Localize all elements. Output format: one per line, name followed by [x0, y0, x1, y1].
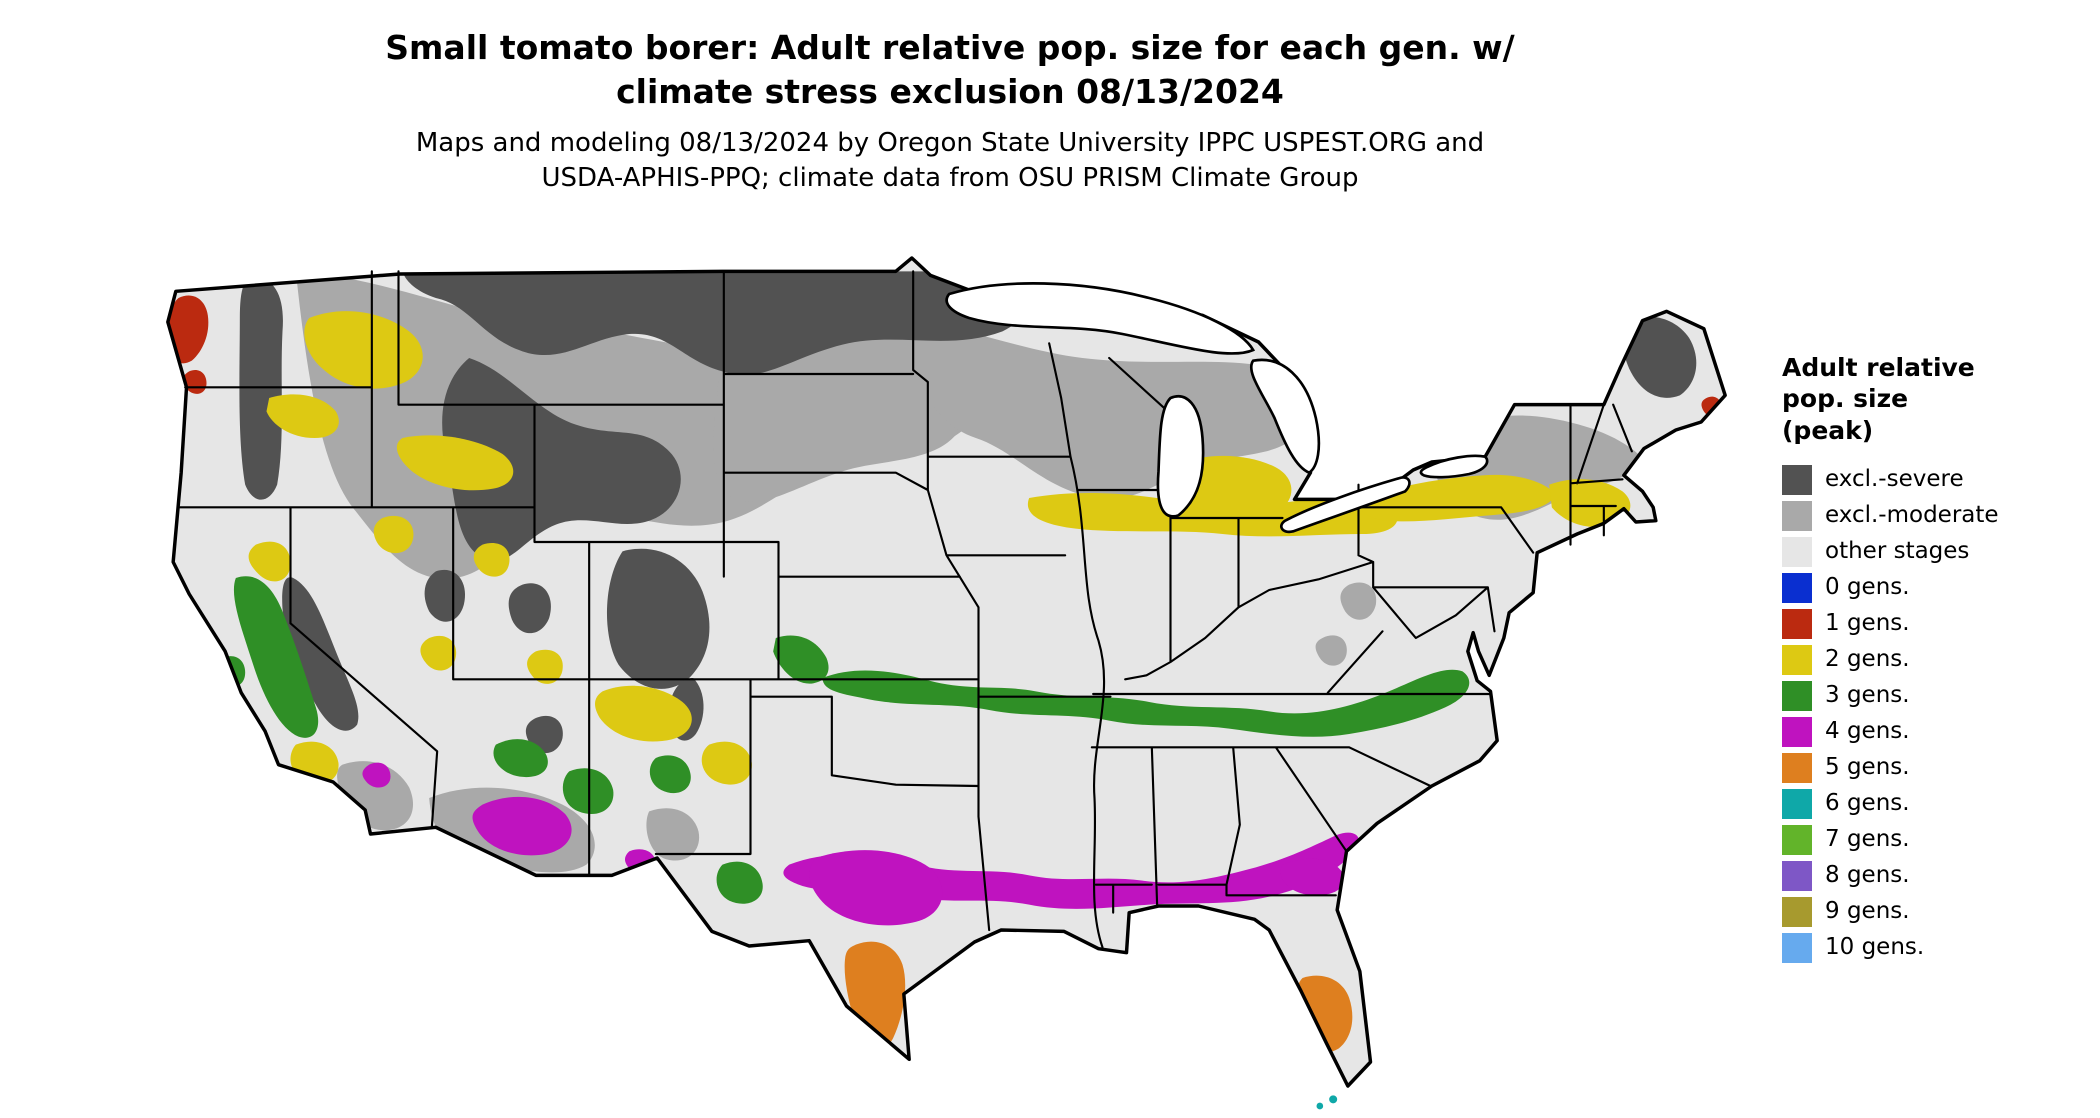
legend-item: 3 gens.: [1782, 678, 2092, 714]
legend-item-label: 10 gens.: [1825, 934, 1925, 961]
us-map: [95, 238, 1750, 1118]
legend-swatch: [1782, 644, 1812, 675]
lake-superior-shape: [945, 282, 1256, 355]
legend-swatch: [1782, 572, 1812, 603]
legend-item-label: excl.-moderate: [1825, 502, 1999, 529]
florida-keys-dots: [1316, 1095, 1338, 1110]
legend-item-label: 6 gens.: [1825, 790, 1910, 817]
legend-swatch: [1782, 788, 1812, 819]
legend-item-label: 2 gens.: [1825, 646, 1910, 673]
us-map-svg: [166, 256, 1727, 1110]
legend-item-label: 8 gens.: [1825, 862, 1910, 889]
state-borders: [178, 270, 1633, 949]
legend-item: 1 gens.: [1782, 606, 2092, 642]
legend-swatch: [1782, 896, 1812, 927]
legend-item: 8 gens.: [1782, 858, 2092, 894]
legend-item-label: 1 gens.: [1825, 610, 1910, 637]
legend-swatch: [1782, 716, 1812, 747]
legend-item: excl.-moderate: [1782, 498, 2092, 534]
legend-item-label: 3 gens.: [1825, 682, 1910, 709]
legend-swatch: [1782, 680, 1812, 711]
legend-swatch: [1782, 752, 1812, 783]
legend-item: 10 gens.: [1782, 930, 2092, 966]
legend-title: Adult relative pop. size (peak): [1782, 353, 1975, 445]
legend-swatch: [1782, 932, 1812, 963]
legend-item-label: 7 gens.: [1825, 826, 1910, 853]
legend-item: 4 gens.: [1782, 714, 2092, 750]
legend-item: 0 gens.: [1782, 570, 2092, 606]
lake-huron-shape: [1250, 358, 1321, 475]
legend-item: 2 gens.: [1782, 642, 2092, 678]
legend-item-label: other stages: [1825, 538, 1970, 565]
lake-ontario-shape: [1419, 454, 1489, 479]
legend-items: excl.-severe excl.-moderate other stages…: [1782, 462, 2092, 966]
lake-michigan-shape: [1156, 395, 1205, 518]
region-excl-severe: [239, 271, 1697, 754]
lake-erie-shape: [1280, 476, 1411, 534]
region-4-gens: [362, 762, 1359, 926]
legend-item: other stages: [1782, 534, 2092, 570]
legend: Adult relative pop. size (peak) excl.-se…: [1782, 352, 2092, 966]
legend-item-label: 5 gens.: [1825, 754, 1910, 781]
legend-item-label: 0 gens.: [1825, 574, 1910, 601]
legend-item-label: 9 gens.: [1825, 898, 1910, 925]
legend-swatch: [1782, 536, 1812, 567]
legend-swatch: [1782, 824, 1812, 855]
page-title: Small tomato borer: Adult relative pop. …: [385, 28, 1515, 112]
region-3-gens: [215, 576, 1470, 904]
legend-swatch: [1782, 860, 1812, 891]
legend-item: 5 gens.: [1782, 750, 2092, 786]
legend-item-label: 4 gens.: [1825, 718, 1910, 745]
legend-item: excl.-severe: [1782, 462, 2092, 498]
page-subtitle: Maps and modeling 08/13/2024 by Oregon S…: [415, 128, 1485, 194]
legend-swatch: [1782, 500, 1812, 531]
great-lakes: [945, 282, 1489, 534]
legend-swatch: [1782, 608, 1812, 639]
legend-item: 7 gens.: [1782, 822, 2092, 858]
legend-item-label: excl.-severe: [1825, 466, 1964, 493]
legend-item: 6 gens.: [1782, 786, 2092, 822]
legend-item: 9 gens.: [1782, 894, 2092, 930]
legend-swatch: [1782, 464, 1812, 495]
